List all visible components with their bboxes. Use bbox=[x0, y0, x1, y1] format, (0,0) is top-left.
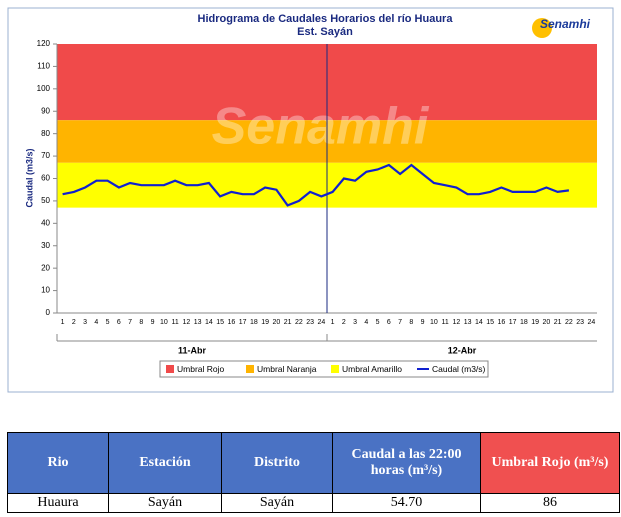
x-group-label: 12-Abr bbox=[448, 345, 477, 355]
table-cell: Sayán bbox=[108, 493, 222, 513]
x-tick-label: 19 bbox=[531, 319, 539, 326]
y-tick-label: 0 bbox=[46, 308, 51, 317]
x-tick-label: 1 bbox=[61, 319, 65, 326]
x-tick-label: 3 bbox=[353, 319, 357, 326]
x-tick-label: 21 bbox=[284, 319, 292, 326]
x-tick-label: 24 bbox=[587, 319, 595, 326]
y-tick-label: 80 bbox=[41, 129, 50, 138]
x-tick-label: 6 bbox=[387, 319, 391, 326]
watermark: Senamhi bbox=[212, 98, 430, 156]
chart: Hidrograma de Caudales Horarios del río … bbox=[7, 7, 614, 393]
x-tick-label: 23 bbox=[576, 319, 584, 326]
x-tick-label: 19 bbox=[261, 319, 269, 326]
x-tick-label: 15 bbox=[486, 319, 494, 326]
x-tick-label: 10 bbox=[160, 319, 168, 326]
x-tick-label: 2 bbox=[342, 319, 346, 326]
x-tick-label: 11 bbox=[441, 319, 448, 326]
x-tick-label: 22 bbox=[295, 319, 303, 326]
x-tick-label: 6 bbox=[117, 319, 121, 326]
legend-label: Umbral Rojo bbox=[177, 364, 225, 374]
x-tick-label: 20 bbox=[542, 319, 550, 326]
legend-label: Caudal (m3/s) bbox=[432, 364, 486, 374]
logo: Senamhi bbox=[540, 17, 591, 31]
x-tick-label: 7 bbox=[128, 319, 132, 326]
x-tick-label: 18 bbox=[250, 319, 258, 326]
table-cell: 54.70 bbox=[332, 493, 481, 513]
x-tick-label: 14 bbox=[205, 319, 213, 326]
y-tick-label: 100 bbox=[37, 84, 51, 93]
x-tick-label: 2 bbox=[72, 319, 76, 326]
legend-swatch bbox=[246, 365, 254, 373]
x-tick-label: 5 bbox=[106, 319, 110, 326]
y-tick-label: 110 bbox=[37, 62, 50, 71]
x-tick-label: 8 bbox=[139, 319, 143, 326]
legend-swatch bbox=[331, 365, 339, 373]
x-tick-label: 8 bbox=[409, 319, 413, 326]
x-tick-label: 13 bbox=[464, 319, 472, 326]
table-header: Rio bbox=[7, 432, 109, 494]
summary-table: Rio Estación Distrito Caudal a las 22:00… bbox=[7, 432, 620, 513]
x-tick-label: 5 bbox=[376, 319, 380, 326]
table-header: Umbral Rojo (m³/s) bbox=[480, 432, 620, 494]
x-tick-label: 16 bbox=[227, 319, 235, 326]
x-tick-label: 1 bbox=[331, 319, 335, 326]
logo-sun bbox=[532, 18, 552, 38]
chart-subtitle: Est. Sayán bbox=[297, 26, 353, 38]
y-tick-label: 90 bbox=[41, 106, 50, 115]
y-tick-label: 30 bbox=[41, 241, 50, 250]
x-tick-label: 9 bbox=[151, 319, 155, 326]
legend-label: Umbral Naranja bbox=[257, 364, 317, 374]
table-header: Distrito bbox=[221, 432, 333, 494]
x-tick-label: 14 bbox=[475, 319, 483, 326]
table-header: Caudal a las 22:00 horas (m³/s) bbox=[332, 432, 481, 494]
x-tick-label: 4 bbox=[94, 319, 98, 326]
x-tick-label: 23 bbox=[306, 319, 314, 326]
x-tick-label: 7 bbox=[398, 319, 402, 326]
table-header: Estación bbox=[108, 432, 222, 494]
x-tick-label: 21 bbox=[554, 319, 562, 326]
x-group-label: 11-Abr bbox=[178, 345, 207, 355]
x-tick-label: 17 bbox=[509, 319, 517, 326]
x-tick-label: 24 bbox=[317, 319, 325, 326]
x-tick-label: 3 bbox=[83, 319, 87, 326]
y-tick-label: 10 bbox=[41, 286, 50, 295]
x-tick-label: 4 bbox=[364, 319, 368, 326]
data-line bbox=[62, 163, 570, 207]
table-cell: Sayán bbox=[221, 493, 333, 513]
x-tick-label: 18 bbox=[520, 319, 528, 326]
table-cell: 86 bbox=[480, 493, 620, 513]
x-tick-label: 11 bbox=[171, 319, 178, 326]
x-tick-label: 10 bbox=[430, 319, 438, 326]
x-tick-label: 12 bbox=[452, 319, 460, 326]
x-tick-label: 22 bbox=[565, 319, 573, 326]
legend-label: Umbral Amarillo bbox=[342, 364, 402, 374]
y-tick-label: 120 bbox=[37, 39, 51, 48]
x-tick-label: 20 bbox=[272, 319, 280, 326]
x-tick-label: 9 bbox=[421, 319, 425, 326]
chart-title: Hidrograma de Caudales Horarios del río … bbox=[198, 13, 454, 25]
legend-frame bbox=[159, 360, 489, 378]
x-tick-label: 16 bbox=[497, 319, 505, 326]
x-tick-label: 17 bbox=[239, 319, 247, 326]
x-tick-label: 12 bbox=[182, 319, 190, 326]
x-tick-label: 15 bbox=[216, 319, 224, 326]
legend-swatch bbox=[166, 365, 174, 373]
table-cell: Huaura bbox=[7, 493, 109, 513]
y-tick-label: 50 bbox=[41, 196, 50, 205]
y-tick-label: 40 bbox=[41, 218, 50, 227]
x-tick-label: 13 bbox=[194, 319, 202, 326]
y-tick-label: 70 bbox=[41, 151, 50, 160]
y-tick-label: 20 bbox=[41, 263, 50, 272]
y-tick-label: 60 bbox=[41, 174, 50, 183]
y-axis-label: Caudal (m3/s) bbox=[24, 148, 34, 207]
